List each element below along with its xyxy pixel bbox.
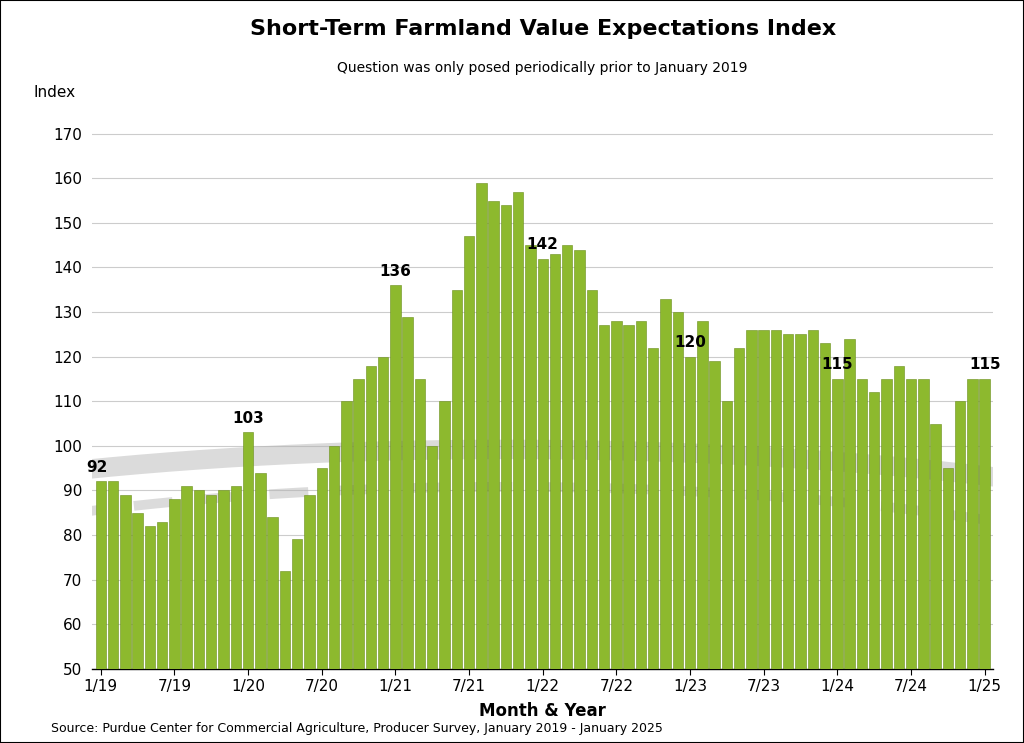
Text: Question was only posed periodically prior to January 2019: Question was only posed periodically pri… [338,61,748,75]
Text: 115: 115 [969,357,1000,372]
Bar [636,321,646,743]
Bar [341,401,351,743]
Bar [710,361,720,743]
Bar [943,468,953,743]
Bar [366,366,376,743]
Text: 103: 103 [232,411,264,426]
Bar [378,357,388,743]
Bar [931,424,941,743]
Text: 92: 92 [86,460,108,475]
Bar [882,379,892,743]
Bar [759,330,769,743]
Bar [955,401,966,743]
Bar [292,539,302,743]
Bar [525,245,536,743]
Bar [243,432,253,743]
Bar [267,517,278,743]
Bar [980,379,990,743]
Bar [697,321,708,743]
Bar [833,379,843,743]
Bar [427,446,437,743]
Bar [316,468,327,743]
Bar [329,446,339,743]
Bar [538,259,548,743]
Bar [722,401,732,743]
Bar [157,522,167,743]
Bar [906,379,916,743]
Text: Source: Purdue Center for Commercial Agriculture, Producer Survey, January 2019 : Source: Purdue Center for Commercial Agr… [51,722,664,735]
Bar [230,486,241,743]
Bar [685,357,695,743]
Bar [808,330,818,743]
Bar [108,481,118,743]
Bar [587,290,597,743]
Bar [464,236,474,743]
Bar [144,526,155,743]
X-axis label: Month & Year: Month & Year [479,702,606,721]
Bar [919,379,929,743]
Bar [452,290,462,743]
Bar [796,334,806,743]
Bar [206,495,216,743]
Bar [194,490,204,743]
Bar [562,245,572,743]
Bar [169,499,179,743]
Bar [304,495,314,743]
Bar [820,343,830,743]
Bar [648,348,658,743]
Bar [513,192,523,743]
Bar [402,317,413,743]
Bar [476,183,486,743]
Bar [783,334,794,743]
Text: 115: 115 [821,357,853,372]
Bar [574,250,585,743]
Text: Short-Term Farmland Value Expectations Index: Short-Term Farmland Value Expectations I… [250,19,836,39]
Bar [501,205,511,743]
Bar [660,299,671,743]
Bar [120,495,130,743]
Text: 120: 120 [674,335,706,350]
Bar [415,379,425,743]
Bar [132,513,142,743]
Bar [95,481,105,743]
Bar [488,201,499,743]
Text: 136: 136 [380,264,412,279]
Bar [869,392,880,743]
Text: 142: 142 [526,237,559,252]
Bar [968,379,978,743]
Bar [353,379,364,743]
Bar [857,379,867,743]
Bar [181,486,191,743]
Bar [599,325,609,743]
Bar [771,330,781,743]
Bar [439,401,450,743]
Bar [550,254,560,743]
Bar [746,330,757,743]
Bar [390,285,400,743]
Bar [894,366,904,743]
Bar [734,348,744,743]
Bar [280,571,290,743]
Bar [611,321,622,743]
Text: Index: Index [34,85,76,100]
Bar [845,339,855,743]
Bar [673,312,683,743]
Bar [218,490,228,743]
Bar [255,473,265,743]
Bar [624,325,634,743]
